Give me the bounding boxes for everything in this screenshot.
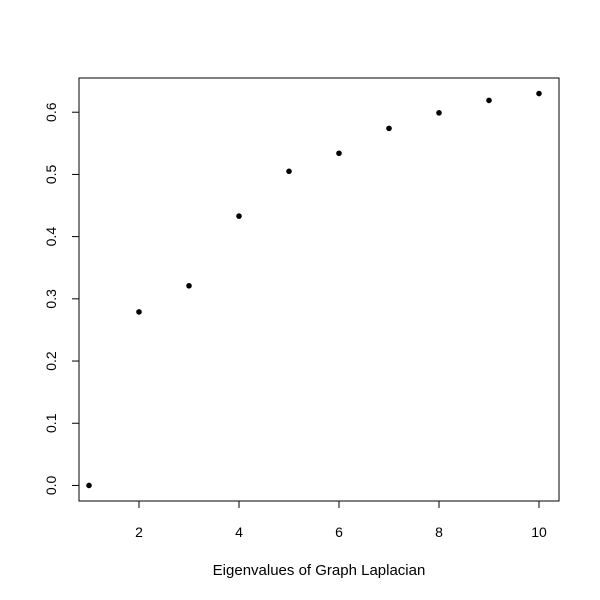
y-tick-label: 0.0 bbox=[43, 476, 59, 496]
data-point bbox=[186, 282, 192, 289]
data-point bbox=[86, 482, 92, 489]
x-tick-label: 10 bbox=[531, 524, 547, 540]
y-tick-label: 0.3 bbox=[43, 289, 59, 309]
data-point bbox=[536, 90, 542, 97]
y-tick-label: 0.6 bbox=[43, 102, 59, 122]
data-points bbox=[86, 90, 542, 489]
data-point bbox=[236, 213, 242, 219]
y-tick-label: 0.4 bbox=[43, 227, 59, 247]
x-tick-label: 6 bbox=[335, 524, 343, 540]
data-point bbox=[436, 110, 442, 116]
y-tick-label: 0.2 bbox=[43, 351, 59, 371]
data-point bbox=[386, 125, 392, 132]
y-tick-label: 0.1 bbox=[43, 413, 59, 433]
x-tick-label: 2 bbox=[135, 524, 143, 540]
x-axis: 2 4 6 8 10 bbox=[135, 501, 547, 540]
data-point bbox=[486, 97, 492, 104]
y-axis: 0.0 0.1 0.2 0.3 0.4 0.5 0.6 bbox=[43, 102, 79, 495]
x-tick-label: 4 bbox=[235, 524, 243, 540]
data-point bbox=[136, 309, 142, 315]
y-tick-label: 0.5 bbox=[43, 164, 59, 184]
plot-frame bbox=[78, 77, 560, 502]
x-tick-label: 8 bbox=[435, 524, 443, 540]
data-point bbox=[336, 150, 342, 157]
x-axis-title: Eigenvalues of Graph Laplacian bbox=[213, 562, 426, 579]
data-point bbox=[286, 168, 292, 175]
